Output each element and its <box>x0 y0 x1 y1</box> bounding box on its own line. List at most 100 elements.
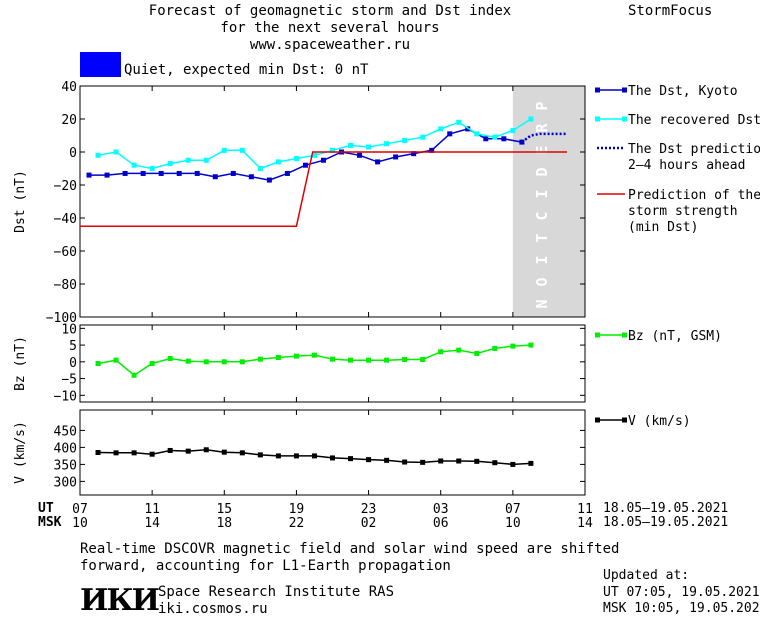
panel-frame <box>79 324 586 403</box>
data-point <box>275 159 281 165</box>
ut-date-range: 18.05–19.05.2021 <box>603 501 729 516</box>
y-tick-label: −60 <box>54 245 77 260</box>
data-point <box>131 450 137 456</box>
legend-marker <box>622 87 627 93</box>
ut-axis-label: UT <box>38 501 54 516</box>
ut-tick-label: 11 <box>577 502 593 517</box>
prediction-band-letter: I <box>533 189 551 198</box>
data-point <box>320 157 326 163</box>
data-point <box>384 141 390 147</box>
prediction-band-letter: E <box>533 145 551 154</box>
data-point <box>194 170 200 176</box>
source-url[interactable]: www.spaceweather.ru <box>249 37 411 53</box>
data-point <box>348 456 354 462</box>
data-point <box>510 128 516 134</box>
data-point <box>438 126 444 132</box>
y-axis-label: V (km/s) <box>13 421 28 484</box>
series-line <box>97 344 531 377</box>
data-point <box>366 457 372 463</box>
series-line <box>89 128 523 181</box>
data-point <box>330 147 335 153</box>
data-point <box>257 452 263 458</box>
legend-label: The Dst, Kyoto <box>628 84 738 99</box>
data-point <box>131 162 137 168</box>
series-line <box>521 132 567 144</box>
msk-tick-label: 14 <box>577 516 593 531</box>
legend-label: (min Dst) <box>628 220 698 235</box>
msk-tick-label: 14 <box>144 516 160 531</box>
updated-ut: UT 07:05, 19.05.2021 <box>603 585 760 600</box>
msk-tick-label: 10 <box>505 516 521 531</box>
data-point <box>375 159 381 165</box>
data-point <box>104 172 110 178</box>
prediction-band-letter: D <box>533 167 551 176</box>
data-point <box>474 350 480 356</box>
legend-marker <box>595 87 600 93</box>
data-point <box>221 359 227 365</box>
data-point <box>348 142 354 148</box>
data-point <box>257 166 263 171</box>
chart-title-line1: Forecast of geomagnetic storm and Dst in… <box>148 3 512 19</box>
series-line <box>97 118 532 170</box>
y-tick-label: −80 <box>54 278 77 293</box>
prediction-band-letter: P <box>533 101 551 110</box>
y-tick-label: 0 <box>69 356 77 371</box>
data-point <box>95 450 101 455</box>
data-point <box>357 152 363 158</box>
data-point <box>456 347 462 353</box>
data-point <box>311 152 317 158</box>
data-point <box>203 447 209 453</box>
ut-tick-label: 15 <box>216 502 232 517</box>
data-point <box>402 356 408 362</box>
data-point <box>131 372 137 378</box>
footer-note-line2: forward, accounting for L1-Earth propaga… <box>80 558 451 574</box>
data-point <box>510 461 516 467</box>
data-point <box>438 458 444 464</box>
data-point <box>528 460 534 466</box>
data-point <box>95 361 101 366</box>
y-tick-label: −100 <box>46 311 77 326</box>
data-point <box>167 447 173 453</box>
data-point <box>248 174 254 180</box>
institute-site[interactable]: iki.cosmos.ru <box>158 601 268 617</box>
data-point <box>420 459 426 465</box>
legend-label: The recovered Dst <box>628 113 760 128</box>
data-point <box>483 136 489 142</box>
data-point <box>528 342 534 348</box>
data-point <box>239 147 245 153</box>
prediction-band <box>512 86 585 317</box>
prediction-band-letter: N <box>533 299 551 308</box>
data-point <box>420 134 426 140</box>
data-point <box>113 357 119 363</box>
data-point <box>456 458 462 464</box>
data-point <box>519 139 525 145</box>
data-point <box>140 170 146 176</box>
data-point <box>348 357 354 363</box>
data-point <box>456 119 462 125</box>
y-tick-label: 0 <box>69 146 77 161</box>
data-point <box>176 170 182 176</box>
data-point <box>384 357 390 363</box>
data-point <box>330 455 335 461</box>
panel-frame <box>79 85 586 318</box>
data-point <box>402 137 408 143</box>
data-point <box>284 170 290 176</box>
y-tick-label: 10 <box>61 322 77 337</box>
msk-axis-label: MSK <box>38 515 62 530</box>
legend-marker <box>622 116 627 122</box>
data-point <box>158 170 164 176</box>
y-tick-label: −5 <box>61 373 77 388</box>
legend-marker <box>595 417 600 423</box>
y-tick-label: 20 <box>61 113 77 128</box>
ut-tick-label: 07 <box>72 502 88 517</box>
y-tick-label: −40 <box>54 212 77 227</box>
data-point <box>366 144 372 150</box>
series-line <box>80 151 567 228</box>
data-point <box>492 345 498 351</box>
y-tick-label: 400 <box>54 441 77 456</box>
data-point <box>311 352 317 358</box>
data-point <box>492 134 498 140</box>
data-point <box>257 356 263 362</box>
data-point <box>167 161 173 167</box>
